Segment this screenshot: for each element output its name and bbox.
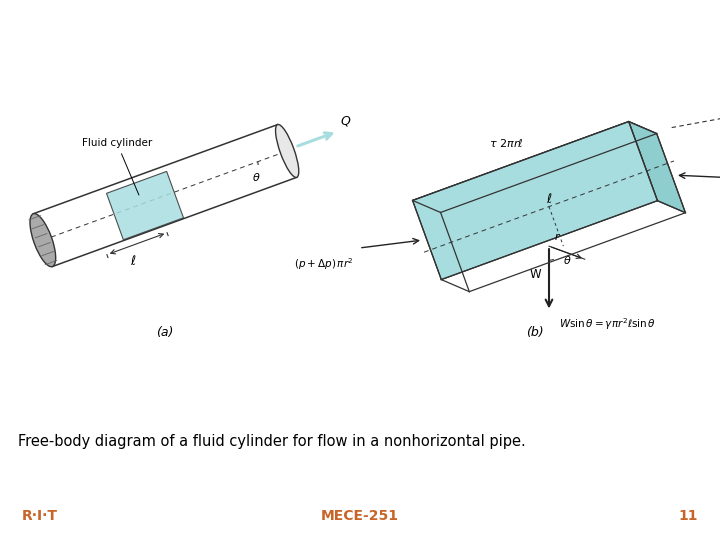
Polygon shape [413,122,657,212]
Text: r: r [555,232,559,242]
Text: (b): (b) [526,326,544,339]
Text: $\theta$: $\theta$ [252,171,261,183]
Text: 11: 11 [679,509,698,523]
Text: $(p+\Delta p)\,\pi r^2$: $(p+\Delta p)\,\pi r^2$ [294,256,354,272]
Text: $\tau\ 2\pi r\ell$: $\tau\ 2\pi r\ell$ [489,137,523,149]
Text: MECE-251: MECE-251 [321,509,399,523]
Text: Free-body diagram of a fluid cylinder for flow in a nonhorizontal pipe.: Free-body diagram of a fluid cylinder fo… [18,434,526,449]
Text: $\theta$: $\theta$ [563,254,572,266]
Text: $\ell$: $\ell$ [130,254,136,268]
Text: $W\sin\theta = \gamma\pi r^2\ell\sin\theta$: $W\sin\theta = \gamma\pi r^2\ell\sin\the… [559,316,656,332]
Polygon shape [413,122,657,280]
Text: (a): (a) [156,326,174,339]
Polygon shape [629,122,685,213]
Ellipse shape [276,125,299,178]
Text: R·I·T: R·I·T [22,509,58,523]
Polygon shape [107,171,184,240]
Text: Q: Q [341,114,351,127]
Ellipse shape [30,214,55,267]
Text: $\ell$: $\ell$ [546,192,552,206]
Text: W: W [529,268,541,281]
Text: Fluid cylinder: Fluid cylinder [82,138,152,195]
